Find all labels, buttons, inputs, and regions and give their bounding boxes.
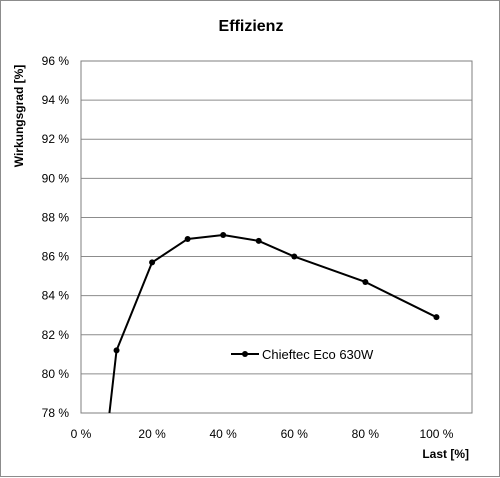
- x-tick-label: 100 %: [419, 427, 453, 441]
- x-tick-label: 0 %: [71, 427, 92, 441]
- y-tick-label: 80 %: [42, 367, 70, 381]
- chart-title: Effizienz: [219, 18, 284, 35]
- y-tick-label: 92 %: [42, 132, 70, 146]
- y-tick-label: 90 %: [42, 171, 70, 185]
- series-layer: [108, 232, 440, 414]
- y-tick-label: 82 %: [42, 328, 70, 342]
- y-tick-labels: 78 % 80 % 82 % 84 % 86 % 88 % 90 % 92 % 94 % 96 %: [42, 54, 70, 420]
- x-tick-label: 40 %: [210, 427, 238, 441]
- data-point: [113, 347, 120, 354]
- data-point: [291, 253, 298, 260]
- y-tick-label: 86 %: [42, 250, 70, 264]
- y-tick-label: 94 %: [42, 93, 70, 107]
- y-axis-title: Wirkungsgrad [%]: [12, 65, 26, 168]
- legend-label: Chieftec Eco 630W: [262, 347, 374, 362]
- y-tick-label: 78 %: [42, 406, 70, 420]
- data-point: [220, 232, 227, 239]
- data-point: [255, 237, 262, 244]
- gridlines: [81, 99, 472, 375]
- legend: Chieftec Eco 630W: [231, 347, 374, 362]
- y-tick-label: 96 %: [42, 54, 70, 68]
- x-tick-labels: 0 % 20 % 40 % 60 % 80 % 100 %: [71, 427, 454, 441]
- x-tick-label: 20 %: [138, 427, 166, 441]
- y-tick-label: 88 %: [42, 210, 70, 224]
- x-tick-label: 60 %: [281, 427, 309, 441]
- data-point: [433, 314, 440, 321]
- data-point: [362, 278, 369, 285]
- plot-area: [80, 60, 473, 414]
- data-point: [149, 259, 156, 266]
- data-point: [184, 235, 191, 242]
- series-line: [108, 234, 437, 414]
- x-axis-title: Last [%]: [422, 447, 469, 461]
- legend-marker: [242, 351, 248, 357]
- y-tick-label: 84 %: [42, 289, 70, 303]
- x-tick-label: 80 %: [352, 427, 380, 441]
